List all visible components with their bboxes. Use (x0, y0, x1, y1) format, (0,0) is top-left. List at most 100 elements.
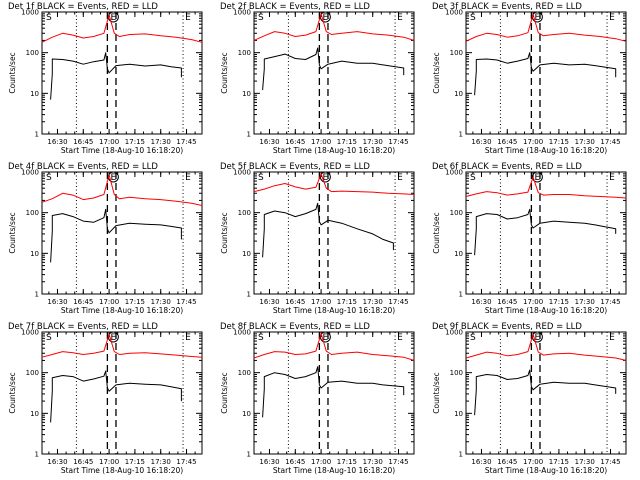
saa-marker-s: S (46, 13, 52, 23)
x-tick-label: 17:30 (575, 458, 595, 466)
x-tick-label: 16:45 (73, 458, 93, 466)
x-tick-label: 17:15 (125, 138, 145, 146)
x-tick-label: 17:00 (311, 138, 331, 146)
saa-marker-e: E (609, 333, 615, 343)
saa-marker-e: E (609, 173, 615, 183)
saa-marker-e: E (323, 13, 329, 23)
x-tick-label: 17:00 (99, 298, 119, 306)
x-tick-label: 17:00 (523, 298, 543, 306)
x-axis-label: Start Time (18-Aug-10 16:18:20) (485, 466, 607, 475)
x-tick-label: 17:15 (549, 138, 569, 146)
detector-panel: Det 7f BLACK = Events, RED = LLD 1 10 100 10… (8, 322, 203, 475)
panel-title: Det 1f BLACK = Events, RED = LLD (8, 2, 158, 12)
y-tick-label: 1000 (21, 9, 39, 17)
x-tick-label: 17:30 (363, 298, 383, 306)
panel-title: Det 9f BLACK = Events, RED = LLD (432, 322, 582, 332)
x-tick-label: 17:15 (337, 458, 357, 466)
x-axis-label: Start Time (18-Aug-10 16:18:20) (273, 146, 395, 155)
saa-marker-s: S (258, 333, 264, 343)
detector-panel: Det 5f BLACK = Events, RED = LLD 1 10 100 10… (220, 162, 415, 315)
saa-marker-e: E (185, 173, 191, 183)
y-tick-label: 100 (238, 209, 251, 217)
x-tick-label: 17:45 (176, 298, 196, 306)
saa-marker-e: E (535, 333, 541, 343)
events-series-line (50, 52, 182, 100)
y-tick-label: 1 (459, 291, 463, 299)
x-tick-label: 16:45 (285, 138, 305, 146)
y-tick-label: 1000 (445, 329, 463, 337)
x-tick-label: 17:30 (575, 298, 595, 306)
y-tick-label: 100 (26, 209, 39, 217)
saa-marker-e: E (397, 333, 403, 343)
y-tick-label: 1000 (21, 169, 39, 177)
x-tick-label: 16:30 (471, 138, 491, 146)
detector-panel: Det 6f BLACK = Events, RED = LLD 1 10 100 10… (432, 162, 627, 315)
detector-panel: Det 9f BLACK = Events, RED = LLD 1 10 100 10… (432, 322, 627, 475)
y-tick-label: 1 (459, 131, 463, 139)
y-tick-label: 100 (450, 369, 463, 377)
y-axis-label: Counts/sec (432, 372, 441, 413)
x-tick-label: 17:45 (176, 458, 196, 466)
y-tick-label: 1 (35, 131, 39, 139)
x-tick-label: 16:45 (285, 458, 305, 466)
saa-marker-s: S (470, 13, 476, 23)
plot-frame (465, 11, 627, 135)
lld-series-line (253, 13, 415, 41)
y-tick-label: 100 (26, 369, 39, 377)
saa-marker-s: S (470, 173, 476, 183)
x-tick-label: 17:45 (388, 298, 408, 306)
x-tick-label: 17:45 (388, 458, 408, 466)
x-tick-label: 16:30 (259, 298, 279, 306)
saa-marker-e: E (323, 173, 329, 183)
x-axis-label: Start Time (18-Aug-10 16:18:20) (61, 146, 183, 155)
y-tick-label: 10 (242, 250, 251, 258)
x-tick-label: 17:45 (176, 138, 196, 146)
x-axis-label: Start Time (18-Aug-10 16:18:20) (273, 466, 395, 475)
x-tick-label: 17:30 (151, 458, 171, 466)
x-tick-label: 16:45 (73, 298, 93, 306)
lld-series-line (253, 173, 415, 195)
events-series-line (474, 52, 617, 96)
marker-circle (531, 171, 543, 183)
panel-title: Det 8f BLACK = Events, RED = LLD (220, 322, 370, 332)
x-tick-label: 16:45 (73, 138, 93, 146)
plot-frame (41, 171, 203, 295)
x-tick-label: 17:00 (99, 138, 119, 146)
y-tick-label: 1 (247, 131, 251, 139)
y-axis-label: Counts/sec (432, 52, 441, 93)
y-axis-label: Counts/sec (220, 52, 229, 93)
x-tick-label: 16:30 (47, 458, 67, 466)
x-axis-label: Start Time (18-Aug-10 16:18:20) (273, 306, 395, 315)
y-tick-label: 10 (30, 250, 39, 258)
x-tick-label: 16:30 (259, 458, 279, 466)
plot-frame (253, 171, 415, 295)
y-tick-label: 100 (450, 209, 463, 217)
x-tick-label: 17:30 (575, 138, 595, 146)
y-tick-label: 1 (247, 291, 251, 299)
detector-panel: Det 4f BLACK = Events, RED = LLD 1 10 100 10… (8, 162, 203, 315)
x-tick-label: 17:45 (600, 458, 620, 466)
y-tick-label: 1 (35, 451, 39, 459)
detector-panel: Det 3f BLACK = Events, RED = LLD 1 10 100 10… (432, 2, 627, 155)
lld-series-line (253, 333, 415, 361)
y-tick-label: 1000 (233, 169, 251, 177)
panel-title: Det 3f BLACK = Events, RED = LLD (432, 2, 582, 12)
detector-panel: Det 1f BLACK = Events, RED = LLD 1 10 100 10… (8, 2, 203, 155)
panel-title: Det 7f BLACK = Events, RED = LLD (8, 322, 158, 332)
events-series-line (262, 366, 405, 418)
y-axis-label: Counts/sec (220, 212, 229, 253)
plot-frame (253, 11, 415, 135)
x-tick-label: 16:30 (471, 458, 491, 466)
saa-marker-e: E (609, 13, 615, 23)
x-tick-label: 17:15 (337, 138, 357, 146)
x-tick-label: 17:15 (337, 298, 357, 306)
lld-series-line (41, 174, 203, 206)
saa-marker-e: E (397, 13, 403, 23)
x-tick-label: 17:30 (151, 298, 171, 306)
y-tick-label: 100 (238, 369, 251, 377)
x-tick-label: 17:45 (388, 138, 408, 146)
x-axis-label: Start Time (18-Aug-10 16:18:20) (61, 306, 183, 315)
x-tick-label: 17:00 (311, 458, 331, 466)
y-tick-label: 10 (242, 410, 251, 418)
events-series-line (262, 202, 394, 258)
